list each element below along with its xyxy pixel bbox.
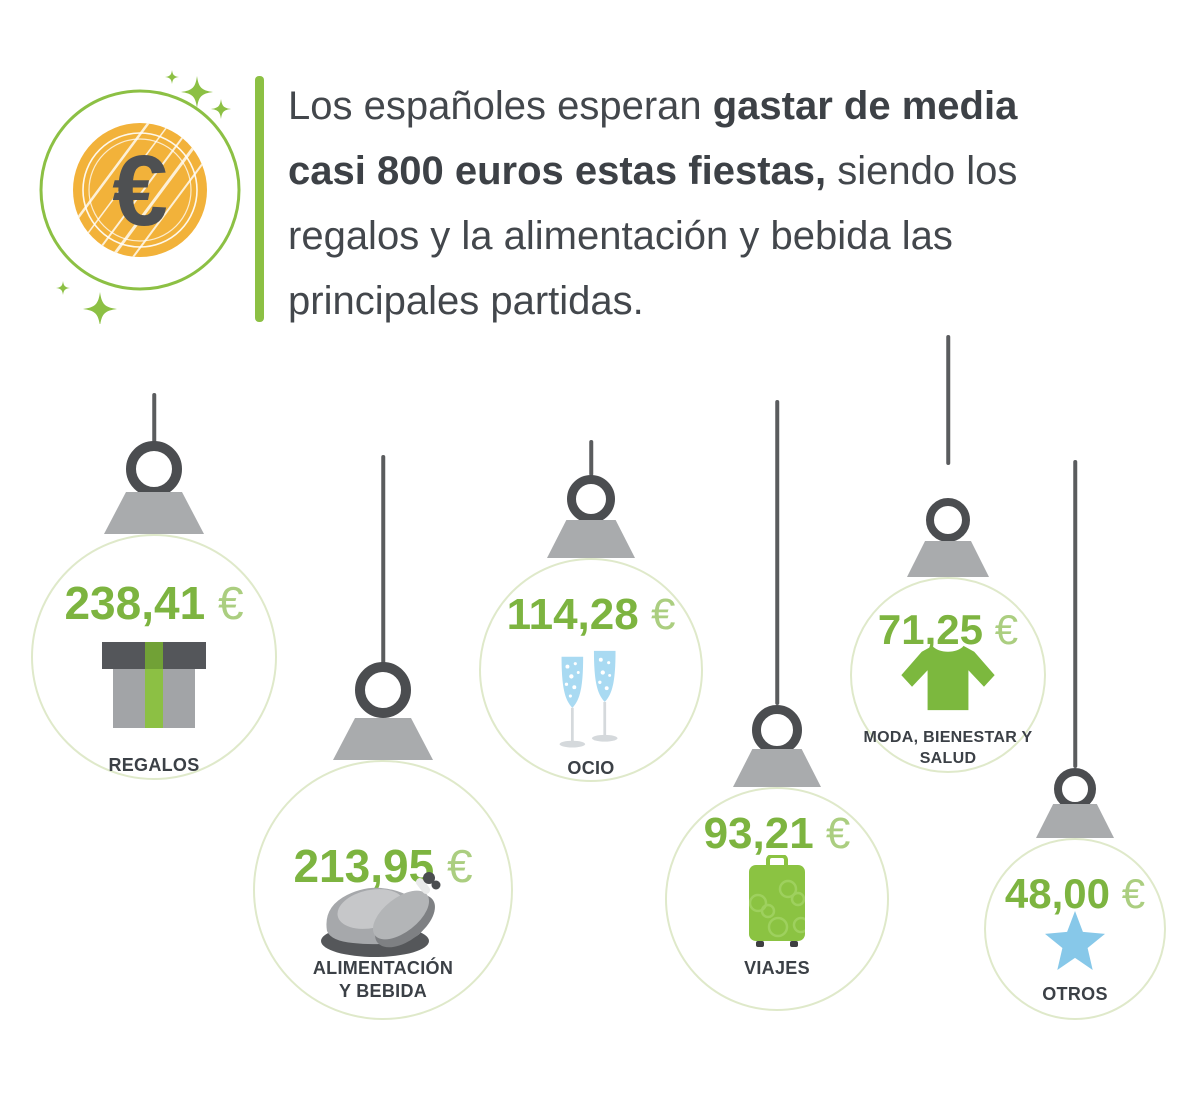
- category-label: VIAJES: [744, 958, 810, 978]
- category-label: OCIO: [567, 758, 615, 778]
- euro-sign: €: [825, 809, 851, 858]
- ornament-string: [381, 455, 385, 664]
- ornament-string: [1073, 460, 1077, 768]
- euro-sign: €: [446, 840, 473, 892]
- euro-sign: €: [1121, 870, 1146, 917]
- gift-icon: [102, 642, 206, 728]
- ornament-viajes: 93,21 € VIAJES: [665, 400, 889, 1011]
- headline-line: casi 800 euros estas fiestas, siendo los: [288, 149, 1018, 193]
- sparkle-icon: [165, 70, 179, 84]
- ornament-ball: 213,95 € ALIMENTACIÓN Y BEBIDA: [253, 760, 513, 1020]
- category-label: OTROS: [1042, 984, 1108, 1004]
- euro-glyph: €: [112, 135, 168, 247]
- headline-accent-bar: [255, 76, 264, 322]
- ornament-ring: [752, 705, 802, 755]
- turkey-icon: [321, 872, 441, 957]
- ornament-moda-bienestar-salud: 71,25 € MODA, BIENESTAR Y SALUD: [850, 335, 1046, 773]
- ornament-string: [775, 400, 779, 705]
- ornament-ball: 48,00 € OTROS: [984, 838, 1166, 1020]
- euro-sign: €: [650, 590, 676, 639]
- ornament-string: [589, 440, 593, 476]
- headline-line: Los españoles esperan gastar de media: [288, 84, 1018, 128]
- ornament-string: [946, 335, 950, 465]
- sparkle-icon: [83, 292, 117, 324]
- headline: Los españoles esperan gastar de media ca…: [288, 74, 1168, 334]
- sparkle-icon: [56, 281, 70, 295]
- ornament-ring: [355, 662, 411, 718]
- ornament-ring: [1054, 768, 1096, 810]
- sweater-icon: [901, 645, 995, 711]
- price-value: 71,25 €: [877, 606, 1019, 653]
- ornament-ring: [926, 498, 970, 542]
- euro-coin-icon: €: [39, 70, 241, 324]
- euro-sign: €: [217, 577, 244, 629]
- ornament-ball: 114,28 €: [479, 558, 703, 782]
- price-value: 213,95 €: [293, 840, 473, 892]
- category-label: MODA, BIENESTAR Y SALUD: [863, 729, 1033, 767]
- ornament-regalos: 238,41 € REGALOS: [31, 393, 277, 780]
- ornament-ocio: 114,28 €: [479, 440, 703, 782]
- category-label: REGALOS: [108, 755, 200, 775]
- ornament-string: [152, 393, 156, 443]
- ornament-ball: 238,41 € REGALOS: [31, 534, 277, 780]
- price-value: 93,21 €: [703, 809, 851, 858]
- ornament-ball: 71,25 € MODA, BIENESTAR Y SALUD: [850, 577, 1046, 773]
- price-value: 238,41 €: [64, 577, 244, 629]
- ornament-alimentacion-y-bebida: 213,95 € ALIMENTACIÓN Y BEBIDA: [253, 455, 513, 1020]
- euro-sign: €: [994, 606, 1019, 653]
- star-icon: [1045, 911, 1105, 970]
- price-value: 48,00 €: [1004, 870, 1146, 917]
- headline-line: principales partidas.: [288, 279, 644, 323]
- sparkle-icon: [211, 99, 231, 119]
- category-label: ALIMENTACIÓN Y BEBIDA: [312, 958, 454, 1001]
- ornament-ring: [126, 441, 182, 497]
- ornament-ball: 93,21 € VIAJES: [665, 787, 889, 1011]
- ornament-ring: [567, 475, 615, 523]
- suitcase-icon: [749, 855, 805, 947]
- ornament-cap: [907, 541, 989, 577]
- ornament-cap: [333, 718, 433, 760]
- price-value: 114,28 €: [506, 590, 676, 639]
- ornament-cap: [547, 520, 635, 558]
- headline-line: regalos y la alimentación y bebida las: [288, 214, 953, 258]
- ornament-otros: 48,00 € OTROS: [984, 460, 1166, 1020]
- champagne-glasses-icon: [559, 650, 618, 748]
- ornament-cap: [1036, 804, 1114, 838]
- ornament-cap: [104, 492, 204, 534]
- ornament-cap: [733, 749, 821, 787]
